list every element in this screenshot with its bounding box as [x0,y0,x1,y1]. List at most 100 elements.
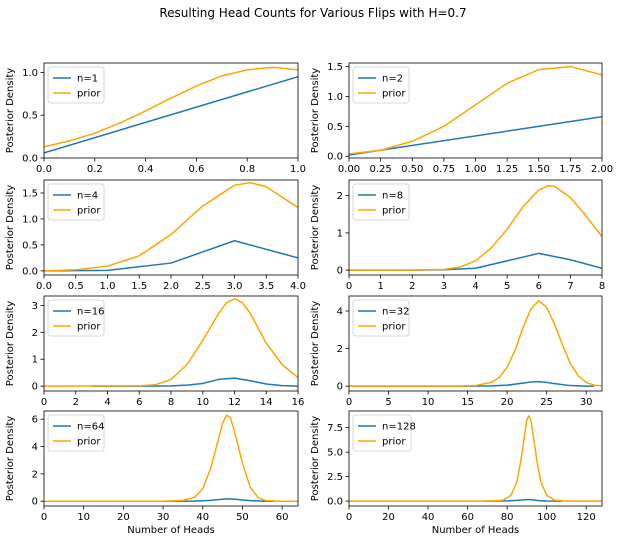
x-tick-label: 10 [77,512,90,523]
subplot-6: 0 5 10 15 20 25 30 0 2 4 Posterior Density n=32 prio… [310,295,603,408]
legend: n=16 prior [47,299,104,337]
x-tick-label: 50 [236,512,249,523]
x-tick-label: 30 [157,512,170,523]
series-line-n [91,498,275,502]
series-line-prior [349,299,602,387]
x-tick-label: 0.50 [401,164,423,175]
y-tick-label: 1 [32,355,38,366]
axes-frame [43,62,299,159]
x-tick-label: 1.0 [100,281,116,292]
y-tick-label: 1.0 [22,214,38,225]
plot-area [44,66,298,154]
x-tick-label: 8 [168,397,174,408]
x-tick-label: 0.5 [68,281,84,292]
x-tick-label: 2.5 [195,281,211,292]
x-tick-label: 1.00 [464,164,486,175]
x-tick-label: 1.5 [131,281,147,292]
legend-box [352,66,410,104]
y-tick-label: 7.5 [327,423,343,434]
y-tick-label: 0 [32,382,38,393]
y-tick-label: 6 [32,415,38,426]
x-tick-label: 15 [461,397,474,408]
axes-frame [43,410,299,507]
plot-area [349,65,602,156]
x-tick-label: 2 [409,281,415,292]
y-tick-label: 0.0 [327,497,343,508]
x-tick-label: 3.5 [258,281,274,292]
plot-area [44,297,298,387]
plot-area [44,414,298,502]
y-tick-label: 2 [337,344,343,355]
legend-entry: n=32 [382,307,409,318]
plot-area [349,299,602,387]
y-tick-label: 2.5 [327,472,343,483]
x-tick-label: 0 [346,512,352,523]
axes-frame [348,295,603,392]
x-tick-label: 30 [580,397,593,408]
legend-entry: prior [382,206,406,217]
legend-entry: prior [77,206,101,217]
y-tick-label: 2 [337,191,343,202]
y-tick-label: 2 [32,469,38,480]
y-tick-label: 1.0 [22,68,38,79]
series-line-prior [44,181,298,272]
y-tick-label: 0.0 [22,154,38,165]
x-tick-label: 40 [422,512,435,523]
figure-title: Resulting Head Counts for Various Flips … [159,6,466,20]
y-tick-label: 2 [32,328,38,339]
series-line-prior [44,297,298,387]
x-tick-label: 0 [346,281,352,292]
y-axis-label: Posterior Density [5,185,16,270]
x-tick-label: 16 [292,397,305,408]
legend-entry: n=4 [77,191,98,202]
x-tick-label: 25 [540,397,553,408]
legend-box [352,183,410,221]
x-tick-label: 2.0 [163,281,179,292]
x-tick-label: 4 [472,281,478,292]
series-line-n [44,239,298,272]
series-line-prior [349,65,602,155]
x-tick-label: 5 [504,281,510,292]
x-tick-label: 0.6 [188,164,204,175]
legend-entry: prior [77,89,101,100]
legend-entry: prior [382,437,406,448]
x-tick-label: 1.25 [496,164,518,175]
axes-frame [348,410,603,507]
x-tick-label: 0.0 [36,281,52,292]
y-axis-label: Posterior Density [5,68,16,153]
x-axis-label: Number of Heads [127,525,215,536]
x-tick-label: 4.0 [290,281,306,292]
y-tick-label: 0 [32,497,38,508]
x-tick-label: 60 [276,512,289,523]
y-axis-label: Posterior Density [5,301,16,386]
x-tick-label: 0 [41,512,47,523]
legend-entry: prior [382,322,406,333]
x-tick-label: 2.00 [591,164,613,175]
x-tick-label: 100 [537,512,556,523]
x-tick-label: 0.8 [239,164,255,175]
legend-entry: n=64 [77,422,104,433]
y-tick-label: 0 [337,382,343,393]
y-tick-label: 0.5 [22,111,38,122]
x-axis-label: Number of Heads [432,525,520,536]
x-tick-label: 40 [196,512,209,523]
legend: n=8 prior [352,183,410,221]
legend: n=1 prior [47,66,105,104]
x-tick-label: 20 [117,512,130,523]
y-axis-label: Posterior Density [310,301,321,386]
legend-entry: prior [77,322,101,333]
y-axis-label: Posterior Density [310,185,321,270]
legend-entry: n=2 [382,74,403,85]
x-tick-label: 4 [104,397,110,408]
legend-box [47,183,105,221]
y-tick-label: 1.0 [327,92,343,103]
subplot-1: 0.0 0.2 0.4 0.6 0.8 1.0 0.0 0.5 1.0 Posterior Den… [5,62,306,175]
x-tick-label: 0.00 [338,164,360,175]
x-tick-label: 12 [228,397,241,408]
plot-area [349,415,602,502]
legend-box [352,414,412,452]
y-tick-label: 0.0 [327,152,343,163]
y-tick-label: 4 [337,307,343,318]
series-line-prior [349,184,602,271]
x-tick-label: 1.0 [290,164,306,175]
